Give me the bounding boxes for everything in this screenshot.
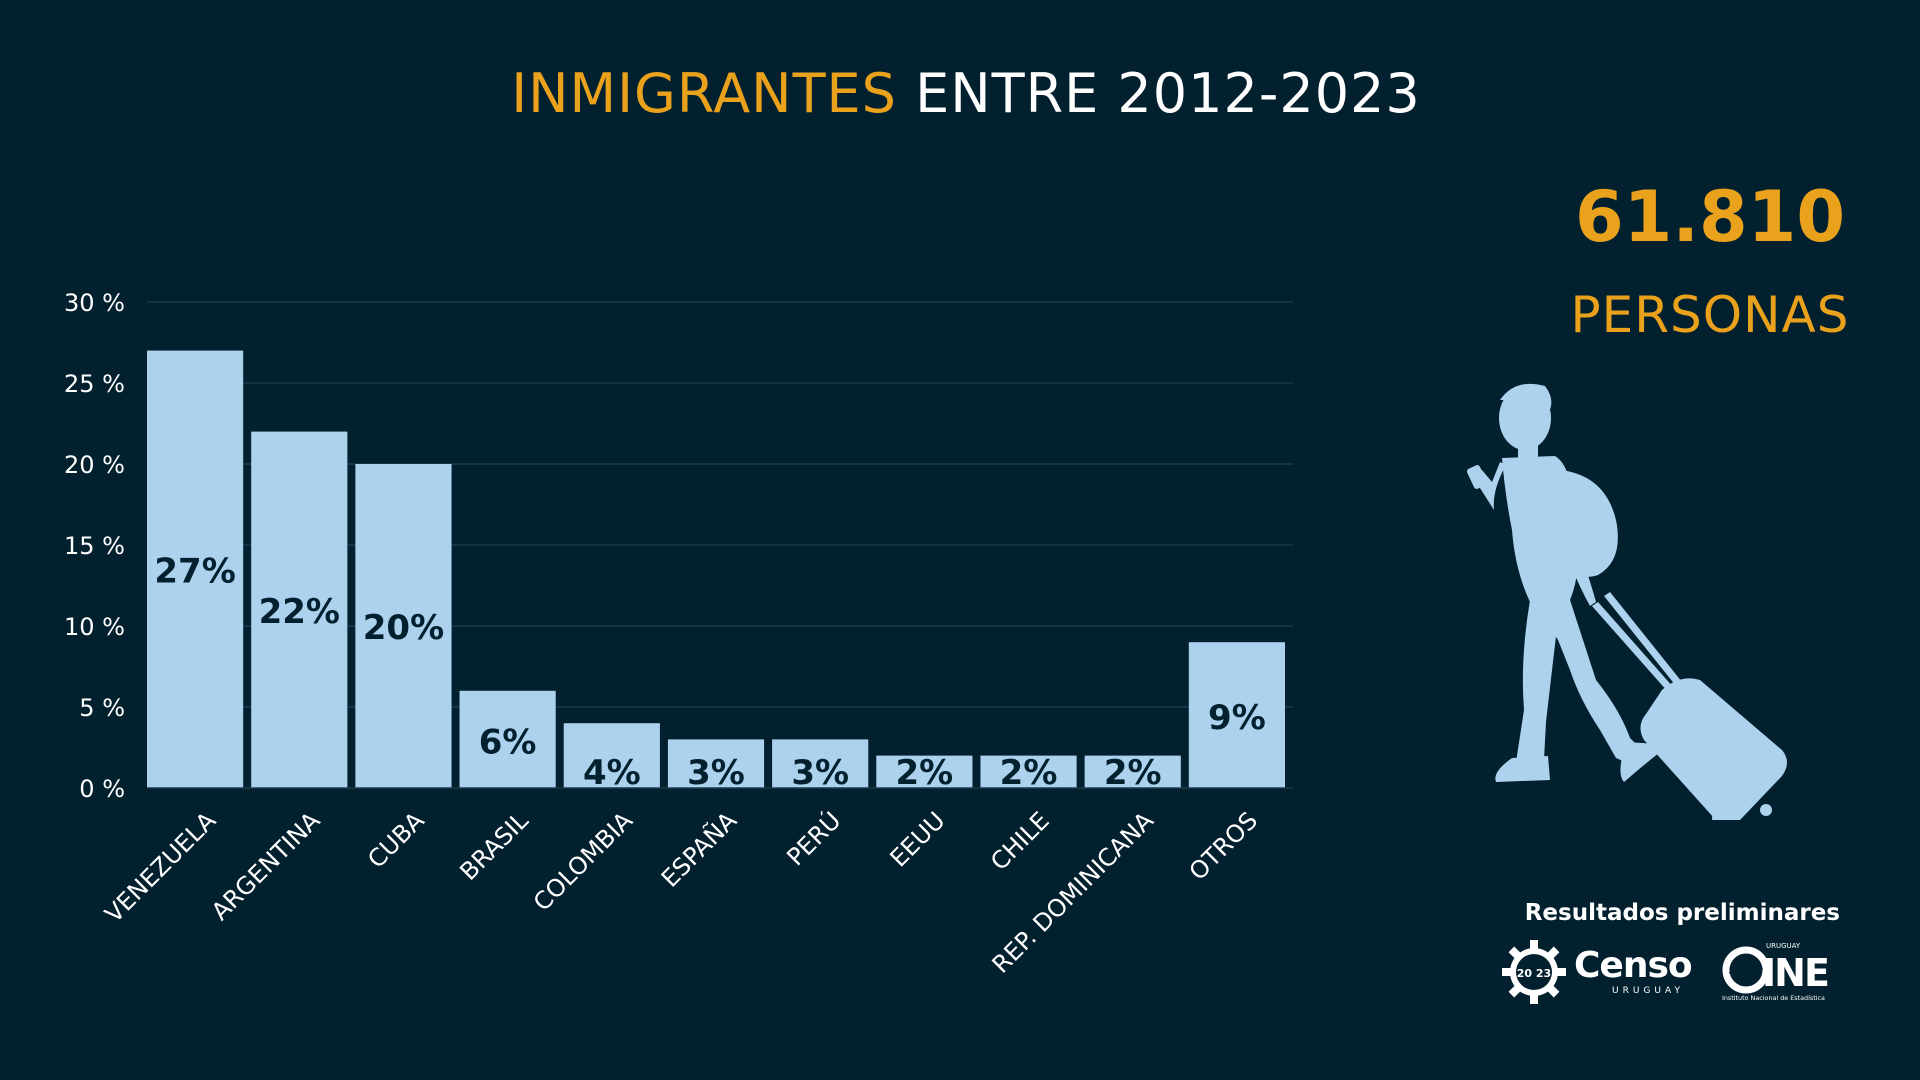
bar-data-label: 2% [1000,753,1058,793]
bar [1188,642,1285,788]
x-tick-label: VENEZUELA [100,806,222,928]
x-tick-label: CHILE [985,806,1055,876]
y-tick-label: 20 % [64,451,125,479]
bar-data-label: 9% [1208,698,1266,738]
bar [980,755,1077,788]
bar [459,690,556,788]
censo-badge-text: 20 23 [1517,967,1551,980]
y-tick-label: 15 % [64,532,125,560]
bar [876,755,973,788]
footer-label: Resultados preliminares [1524,900,1840,926]
bar-data-label: 3% [791,753,849,793]
bar-chart: 0 % 5 % 10 % 15 % 20 % 25 % 30 % 27% VENEZUELA 22… [64,289,1293,979]
bar [1084,755,1181,788]
bar-data-label: 2% [895,753,953,793]
bar [147,350,244,788]
y-tick-label: 30 % [64,289,125,317]
censo-gear-icon: 20 23 [1502,940,1566,1004]
x-tick-label: OTROS [1184,806,1263,885]
bar-data-label: 20% [363,608,444,648]
x-tick-label: CUBA [362,806,430,874]
bar [355,464,452,788]
title-highlight: INMIGRANTES [511,62,897,125]
total-number: 61.810 [1574,176,1846,258]
x-tick-label: ESPAÑA [654,805,742,893]
x-tick-label: EEUU [885,806,951,872]
bar [563,723,660,788]
ine-globe-icon [1722,946,1770,994]
censo-logo: 20 23 Censo URUGUAY [1500,938,1693,1006]
bar-data-label: 22% [259,592,340,632]
bar-data-label: 27% [154,551,235,591]
total-unit: PERSONAS [1570,286,1850,344]
x-tick-label: COLOMBIA [528,806,639,917]
bar-data-label: 6% [479,722,537,762]
x-tick-label: BRASIL [454,806,534,886]
x-tick-label: PERÚ [780,805,846,871]
bar-data-label: 2% [1104,753,1162,793]
traveler-silhouette-icon [1466,383,1787,820]
bar-data-label: 4% [583,753,641,793]
chart-title: INMIGRANTES ENTRE 2012-2023 [0,62,1920,125]
bar [251,431,348,788]
ine-top-text: URUGUAY [1766,942,1801,950]
title-rest: ENTRE 2012-2023 [896,62,1421,125]
bar [667,739,765,788]
y-tick-label: 25 % [64,370,125,398]
x-tick-label: ARGENTINA [206,806,326,926]
ine-subtitle: Instituto Nacional de Estadística [1722,994,1825,1002]
bar [772,739,869,788]
ine-word: INE [1762,951,1828,995]
y-tick-label: 0 % [79,775,125,803]
ine-logo: URUGUAY INE Instituto Nacional de Estadí… [1722,942,1830,1002]
y-tick-label: 5 % [79,694,125,722]
censo-subtitle: URUGUAY [1612,986,1684,996]
bar-data-label: 3% [687,753,745,793]
y-tick-label: 10 % [64,613,125,641]
censo-word: Censo [1574,945,1693,986]
